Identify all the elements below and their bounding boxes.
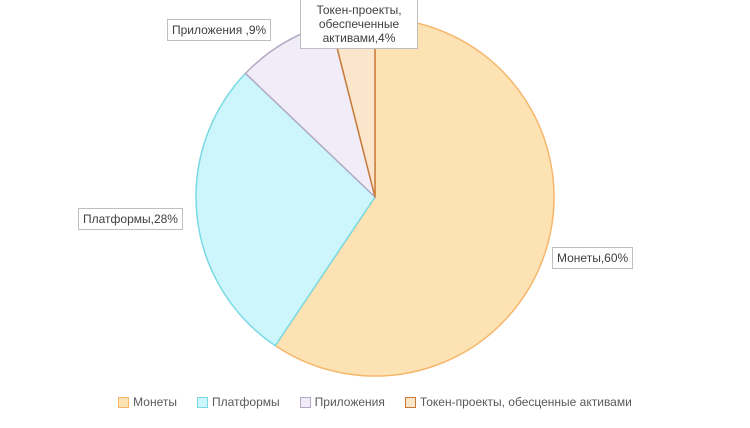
legend-item: Монеты [118, 395, 177, 409]
legend-label: Монеты [133, 395, 177, 409]
legend-swatch [299, 396, 311, 408]
pie-slice [195, 72, 376, 347]
legend-item: Токен-проекты, обесценные активами [404, 395, 632, 409]
pie-slice [274, 17, 555, 377]
data-label: Приложения ,9% [167, 19, 272, 41]
legend-label: Платформы [212, 395, 280, 409]
data-label: Монеты,60% [552, 247, 634, 269]
legend-label: Приложения [314, 395, 385, 409]
data-label: Токен-проекты, обеспеченные активами,4% [300, 0, 418, 49]
legend-swatch [118, 396, 130, 408]
legend-item: Приложения [299, 395, 385, 409]
legend: Монеты Платформы Приложения Токен-проекты, … [0, 395, 750, 409]
legend-item: Платформы [197, 395, 280, 409]
legend-swatch [197, 396, 208, 408]
legend-label: Токен-проекты, обесценные активами [419, 395, 632, 409]
legend-swatch [404, 396, 416, 408]
data-label: Платформы,28% [78, 208, 183, 230]
